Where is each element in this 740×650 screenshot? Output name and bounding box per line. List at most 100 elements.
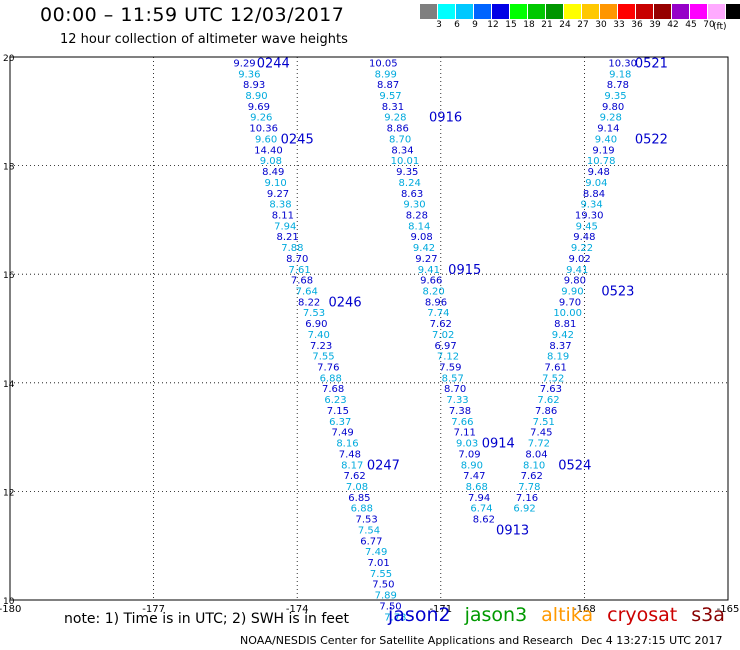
scale-swatch xyxy=(456,4,474,19)
x-tick-label: -177 xyxy=(142,604,165,615)
data-point-label: 6.88 xyxy=(351,504,373,515)
scale-swatch xyxy=(564,4,582,19)
scale-swatch xyxy=(708,4,726,19)
data-point-label: 6.77 xyxy=(360,536,382,547)
plot-frame xyxy=(9,56,729,601)
data-point-label: 9.03 xyxy=(456,439,478,450)
data-point-label: 8.70 xyxy=(389,134,411,145)
y-tick-label: 10 xyxy=(3,597,15,607)
data-point-label: 7.11 xyxy=(454,428,476,439)
pass-time-label: 0521 xyxy=(635,56,668,71)
data-point-label: 8.96 xyxy=(425,297,447,308)
scale-label: 21 xyxy=(541,20,553,30)
data-point-label: 10.01 xyxy=(391,156,420,167)
scale-swatch xyxy=(420,4,438,19)
pass-time-label: 0916 xyxy=(429,111,462,126)
data-point-label: 9.30 xyxy=(403,200,425,211)
data-point-label: 7.59 xyxy=(439,363,461,374)
data-point-label: 7.66 xyxy=(451,417,473,428)
data-point-label: 6.74 xyxy=(470,504,492,515)
data-point-label: 7.09 xyxy=(458,449,480,460)
data-point-label: 8.90 xyxy=(461,460,483,471)
scale-label: 27 xyxy=(577,20,589,30)
data-point-label: 8.49 xyxy=(262,167,284,178)
data-point-label: 7.61 xyxy=(545,363,567,374)
data-point-label: 7.47 xyxy=(463,471,485,482)
data-point-label: 7.54 xyxy=(358,525,380,536)
data-point-label: 7.62 xyxy=(537,395,559,406)
pass-time-label: 0247 xyxy=(367,458,400,473)
data-point-label: 7.33 xyxy=(446,395,468,406)
data-point-label: 8.24 xyxy=(399,178,421,189)
data-point-label: 9.69 xyxy=(248,102,270,113)
scale-label: 12 xyxy=(487,20,499,30)
data-point-label: 10.00 xyxy=(553,308,582,319)
color-scale-labels: 3 6 9 12 15 18 21 24 27 30 33 36 39 42 45 70 xyxy=(420,19,740,33)
scale-label: 3 xyxy=(436,20,442,30)
data-point-label: 9.41 xyxy=(566,265,588,276)
scale-swatch xyxy=(636,4,654,19)
data-point-label: 9.18 xyxy=(609,69,631,80)
data-point-label: 9.41 xyxy=(418,265,440,276)
data-point-label: 6.92 xyxy=(513,504,535,515)
scale-swatch xyxy=(618,4,636,19)
scale-swatch xyxy=(510,4,528,19)
data-point-label: 7.72 xyxy=(528,439,550,450)
y-tick-label: 20 xyxy=(3,54,15,64)
y-tick-label: 12 xyxy=(3,488,14,498)
y-tick-label: 18 xyxy=(3,163,15,173)
color-scale-legend: 3 6 9 12 15 18 21 24 27 30 33 36 39 42 45 70 xyxy=(420,4,740,33)
data-point-label: 8.87 xyxy=(377,80,399,91)
x-tick-label: -180 xyxy=(0,604,21,615)
scale-label: 24 xyxy=(559,20,571,30)
credit-line: NOAA/NESDIS Center for Satellite Applica… xyxy=(240,634,574,647)
data-point-label: 8.19 xyxy=(547,352,569,363)
data-point-label: 7.94 xyxy=(274,221,296,232)
data-point-label: 8.31 xyxy=(382,102,404,113)
data-point-label: 7.86 xyxy=(535,406,557,417)
data-point-label: 8.37 xyxy=(549,341,571,352)
data-point-label: 8.78 xyxy=(607,80,629,91)
data-point-label: 7.51 xyxy=(533,417,555,428)
data-point-label: 7.73 xyxy=(384,612,406,623)
scale-swatch xyxy=(474,4,492,19)
data-point-label: 7.49 xyxy=(332,428,354,439)
data-point-label: 8.16 xyxy=(336,439,358,450)
data-point-label: 6.88 xyxy=(320,373,342,384)
color-scale-swatches xyxy=(420,4,740,19)
data-point-label: 7.40 xyxy=(308,330,330,341)
data-point-label: 8.10 xyxy=(523,460,545,471)
data-point-label: 8.34 xyxy=(391,145,413,156)
scale-swatch xyxy=(654,4,672,19)
pass-time-label: 0524 xyxy=(558,458,591,473)
data-point-label: 7.76 xyxy=(317,363,339,374)
data-point-label: 7.16 xyxy=(516,493,538,504)
x-tick-label: -168 xyxy=(573,604,596,615)
scale-swatch xyxy=(438,4,456,19)
data-point-label: 7.49 xyxy=(365,547,387,558)
data-point-label: 7.55 xyxy=(312,352,334,363)
data-point-label: 7.53 xyxy=(355,515,377,526)
data-point-label: 8.70 xyxy=(444,384,466,395)
data-point-label: 9.80 xyxy=(564,276,586,287)
scale-label: 30 xyxy=(595,20,607,30)
data-point-label: 7.94 xyxy=(468,493,490,504)
data-point-label: 8.28 xyxy=(406,210,428,221)
data-point-label: 6.97 xyxy=(434,341,456,352)
scale-label: 36 xyxy=(631,20,643,30)
data-point-label: 8.22 xyxy=(298,297,320,308)
data-point-label: 7.74 xyxy=(427,308,449,319)
data-point-label: 6.85 xyxy=(348,493,370,504)
scale-swatch xyxy=(726,4,740,19)
data-point-label: 8.68 xyxy=(466,482,488,493)
data-point-label: 7.23 xyxy=(310,341,332,352)
satellite-name: s3a xyxy=(691,604,725,626)
scale-swatch xyxy=(582,4,600,19)
data-point-label: 9.27 xyxy=(267,189,289,200)
scale-swatch xyxy=(690,4,708,19)
data-point-label: 9.66 xyxy=(420,276,442,287)
data-point-label: 7.68 xyxy=(322,384,344,395)
scale-label: 42 xyxy=(667,20,679,30)
data-point-label: 8.17 xyxy=(341,460,363,471)
data-point-label: 8.04 xyxy=(525,449,547,460)
